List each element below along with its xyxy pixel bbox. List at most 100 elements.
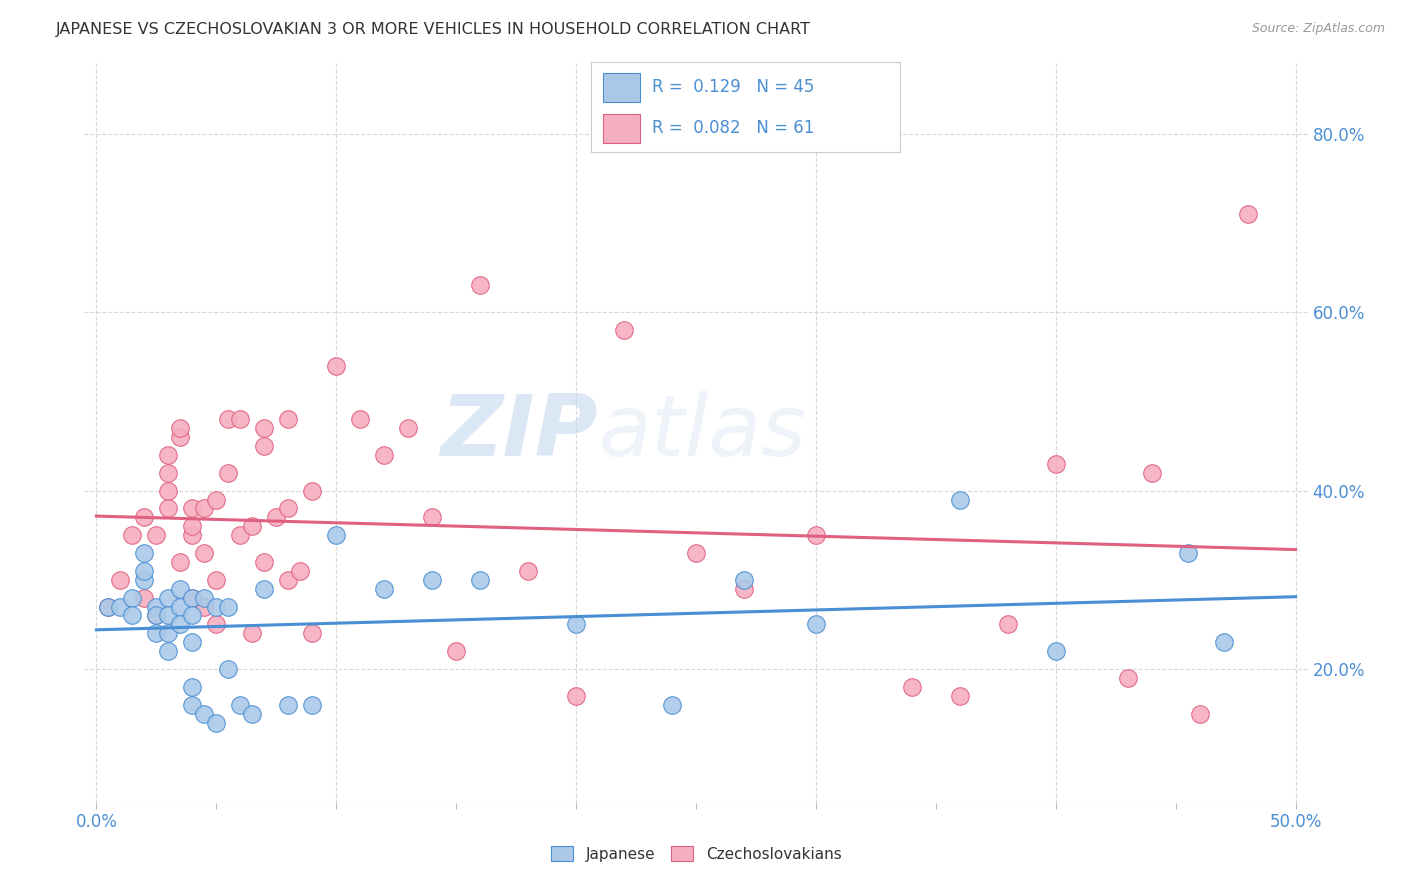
Point bbox=[420, 573, 443, 587]
Point bbox=[121, 528, 143, 542]
Point bbox=[181, 519, 204, 533]
Point bbox=[804, 617, 827, 632]
Point bbox=[949, 492, 972, 507]
Point bbox=[121, 608, 143, 623]
Point bbox=[157, 626, 180, 640]
Point bbox=[205, 599, 228, 614]
Point bbox=[325, 528, 347, 542]
Point bbox=[134, 573, 156, 587]
Point bbox=[169, 430, 191, 444]
Point bbox=[193, 599, 215, 614]
Point bbox=[205, 492, 228, 507]
Point bbox=[217, 466, 239, 480]
Point bbox=[205, 573, 228, 587]
Point bbox=[110, 573, 132, 587]
Point bbox=[217, 599, 239, 614]
Point bbox=[181, 501, 204, 516]
Point bbox=[193, 706, 215, 721]
Point bbox=[290, 564, 312, 578]
Point bbox=[565, 689, 588, 703]
FancyBboxPatch shape bbox=[603, 114, 640, 143]
Point bbox=[253, 582, 276, 596]
Point bbox=[169, 617, 191, 632]
Point bbox=[661, 698, 683, 712]
Point bbox=[157, 644, 180, 658]
Point bbox=[169, 599, 191, 614]
Point bbox=[901, 680, 924, 694]
Point bbox=[97, 599, 120, 614]
Point bbox=[325, 359, 347, 373]
Point bbox=[193, 546, 215, 560]
Point bbox=[169, 582, 191, 596]
Point bbox=[217, 412, 239, 426]
Point bbox=[240, 706, 263, 721]
Point bbox=[217, 662, 239, 676]
Text: atlas: atlas bbox=[598, 391, 806, 475]
Point bbox=[181, 528, 204, 542]
Point bbox=[121, 591, 143, 605]
Point bbox=[277, 573, 299, 587]
Point bbox=[240, 626, 263, 640]
Point bbox=[468, 573, 491, 587]
Point bbox=[181, 591, 204, 605]
Point bbox=[1045, 457, 1067, 471]
Point bbox=[157, 466, 180, 480]
Point bbox=[685, 546, 707, 560]
Point bbox=[733, 582, 755, 596]
Point bbox=[997, 617, 1019, 632]
Point bbox=[253, 421, 276, 435]
Point bbox=[134, 564, 156, 578]
Point bbox=[145, 599, 167, 614]
Point bbox=[1116, 671, 1139, 685]
Point bbox=[145, 608, 167, 623]
Point bbox=[181, 608, 204, 623]
Point bbox=[145, 528, 167, 542]
Point bbox=[301, 483, 323, 498]
Point bbox=[277, 698, 299, 712]
Text: R =  0.082   N = 61: R = 0.082 N = 61 bbox=[652, 120, 814, 137]
Point bbox=[301, 698, 323, 712]
Point bbox=[349, 412, 371, 426]
Point bbox=[110, 599, 132, 614]
Point bbox=[169, 421, 191, 435]
Point bbox=[253, 555, 276, 569]
Text: R =  0.129   N = 45: R = 0.129 N = 45 bbox=[652, 78, 814, 96]
Point bbox=[157, 483, 180, 498]
Point bbox=[1140, 466, 1163, 480]
Point bbox=[157, 608, 180, 623]
Point bbox=[264, 510, 287, 524]
Point bbox=[229, 528, 252, 542]
Point bbox=[1236, 207, 1258, 221]
Text: ZIP: ZIP bbox=[440, 391, 598, 475]
Point bbox=[373, 448, 395, 462]
Point bbox=[169, 555, 191, 569]
Point bbox=[157, 448, 180, 462]
Point bbox=[145, 608, 167, 623]
Point bbox=[517, 564, 540, 578]
Point bbox=[253, 439, 276, 453]
Point bbox=[301, 626, 323, 640]
FancyBboxPatch shape bbox=[603, 73, 640, 102]
Point bbox=[1045, 644, 1067, 658]
Point bbox=[1212, 635, 1234, 649]
Point bbox=[134, 546, 156, 560]
Point bbox=[229, 698, 252, 712]
Point bbox=[145, 626, 167, 640]
Point bbox=[134, 591, 156, 605]
Point bbox=[181, 698, 204, 712]
Point bbox=[468, 278, 491, 293]
Point bbox=[193, 501, 215, 516]
Point bbox=[277, 501, 299, 516]
Point bbox=[444, 644, 467, 658]
Point bbox=[373, 582, 395, 596]
Point bbox=[277, 412, 299, 426]
Point bbox=[181, 591, 204, 605]
Point bbox=[181, 680, 204, 694]
Point bbox=[613, 323, 636, 337]
Text: JAPANESE VS CZECHOSLOVAKIAN 3 OR MORE VEHICLES IN HOUSEHOLD CORRELATION CHART: JAPANESE VS CZECHOSLOVAKIAN 3 OR MORE VE… bbox=[56, 22, 811, 37]
Point bbox=[804, 528, 827, 542]
Point bbox=[193, 591, 215, 605]
Point bbox=[157, 591, 180, 605]
Point bbox=[1177, 546, 1199, 560]
Point bbox=[181, 635, 204, 649]
